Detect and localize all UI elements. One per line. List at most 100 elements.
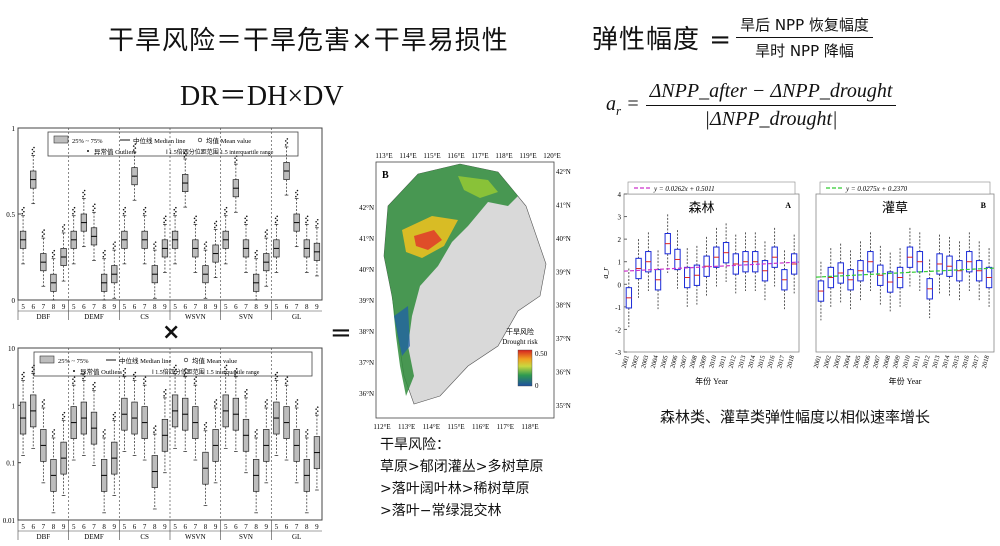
outlier-point <box>284 144 287 146</box>
outlier-point <box>175 206 177 209</box>
sub-category-label: 5 <box>72 523 76 531</box>
outlier-point <box>153 243 155 245</box>
outlier-point <box>102 431 105 433</box>
outlier-point <box>73 380 76 382</box>
sub-category-label: 8 <box>52 523 56 531</box>
map-legend-title-en: Drought risk <box>502 338 538 346</box>
sub-category-label: 7 <box>295 303 299 311</box>
sub-category-label: 6 <box>133 523 137 531</box>
lat-label-left: 42°N <box>359 204 374 212</box>
outlier-point <box>214 222 216 225</box>
outlier-point <box>195 215 197 218</box>
outlier-point <box>51 435 54 437</box>
outlier-point <box>224 370 226 373</box>
outlier-point <box>183 156 186 158</box>
ar-numerator: ΔNPP_after − ΔNPP_drought <box>645 80 897 106</box>
legend-range-label: Ⅰ 1.5倍四分位距范围 1.5 interquartile range <box>152 368 260 376</box>
x-tick-label: 2008 <box>689 355 699 369</box>
drought-risk-map: B 113°E 114°E 115°E 116°E 117°E 118°E 119°E 120°… <box>359 152 571 431</box>
region-risk-blue <box>394 306 410 356</box>
sub-category-label: 9 <box>315 523 319 531</box>
x-tick-label: 2017 <box>776 354 786 369</box>
outlier-point <box>83 189 86 192</box>
outlier-point <box>154 429 157 431</box>
outlier-point <box>254 435 257 437</box>
sub-category-label: 6 <box>31 523 35 531</box>
sub-category-label: 5 <box>173 523 177 531</box>
y-axis-label: a_r <box>601 267 610 279</box>
y-tick-label: 0.5 <box>6 211 15 219</box>
sub-category-label: 6 <box>234 523 238 531</box>
outlier-point <box>163 217 165 220</box>
x-tick-label: 2012 <box>728 355 738 369</box>
x-tick-label: 2001 <box>621 355 631 369</box>
outlier-point <box>132 377 135 380</box>
outlier-point <box>53 249 56 252</box>
outlier-point <box>183 152 186 154</box>
outlier-point <box>215 224 218 227</box>
outlier-point <box>203 423 206 426</box>
sub-category-label: 5 <box>72 303 76 311</box>
outlier-point <box>215 403 218 405</box>
outlier-point <box>276 215 279 218</box>
outlier-point <box>256 433 258 435</box>
outlier-point <box>31 148 34 151</box>
sub-category-label: 5 <box>224 523 228 531</box>
legend-box-swatch <box>39 355 55 364</box>
outlier-point <box>164 215 167 218</box>
outlier-point <box>173 366 176 369</box>
outlier-point <box>134 375 137 378</box>
panel-label: A <box>785 201 791 210</box>
outlier-point <box>134 143 137 145</box>
ar-denominator: |ΔNPP_drought| <box>704 108 838 130</box>
y-tick-label: 1 <box>12 125 16 133</box>
lon-label-bottom: 113°E <box>398 423 415 431</box>
sub-category-label: 7 <box>92 523 96 531</box>
outlier-point <box>256 249 258 252</box>
legend-box-label: 25% ~ 75% <box>72 138 103 145</box>
outlier-point <box>164 389 167 391</box>
outlier-point <box>214 226 216 229</box>
map-panel-label: B <box>382 170 389 181</box>
outlier-point <box>143 208 145 211</box>
outlier-point <box>102 251 105 254</box>
legend-frame <box>47 131 299 157</box>
outlier-point <box>266 233 268 235</box>
outlier-point <box>143 378 145 380</box>
outlier-point <box>122 373 125 376</box>
outlier-point <box>114 415 116 418</box>
panel-label: B <box>981 201 987 210</box>
y-tick-label: 0.1 <box>6 460 15 468</box>
outlier-point <box>153 427 155 429</box>
sub-category-label: 8 <box>102 303 106 311</box>
outlier-point <box>296 193 299 196</box>
x-tick-label: 2002 <box>630 355 640 369</box>
outlier-point <box>43 399 45 401</box>
outlier-point <box>284 382 287 384</box>
group-label: DEMF <box>84 533 104 541</box>
outlier-point <box>284 378 287 380</box>
group-label: DBF <box>37 313 51 321</box>
outlier-point <box>244 221 246 224</box>
sub-category-label: 6 <box>133 303 137 311</box>
x-tick-label: 2006 <box>669 354 679 369</box>
outlier-point <box>23 210 25 213</box>
outlier-point <box>114 411 116 414</box>
outlier-point <box>23 371 25 374</box>
lon-label-bottom: 118°E <box>521 423 538 431</box>
outlier-point <box>112 247 115 249</box>
risk-title: 干旱风险＝干旱危害×干旱易损性 <box>108 26 509 56</box>
risk-formula: DR＝DH×DV <box>180 81 344 112</box>
sub-category-label: 8 <box>153 303 157 311</box>
risk-caption: 干旱风险： 草原>郁闭灌丛>多树草原 >落叶阔叶林>稀树草原 >落叶−常绿混交林 <box>380 434 543 522</box>
sub-category-label: 9 <box>113 523 117 531</box>
outlier-point <box>306 215 309 218</box>
x-tick-label: 2001 <box>813 355 823 369</box>
lat-label-right: 39°N <box>556 268 571 276</box>
outlier-point <box>154 425 157 427</box>
outlier-point <box>316 410 319 412</box>
sub-category-label: 6 <box>183 523 187 531</box>
lon-label-bottom: 114°E <box>423 423 440 431</box>
outlier-point <box>205 245 208 247</box>
